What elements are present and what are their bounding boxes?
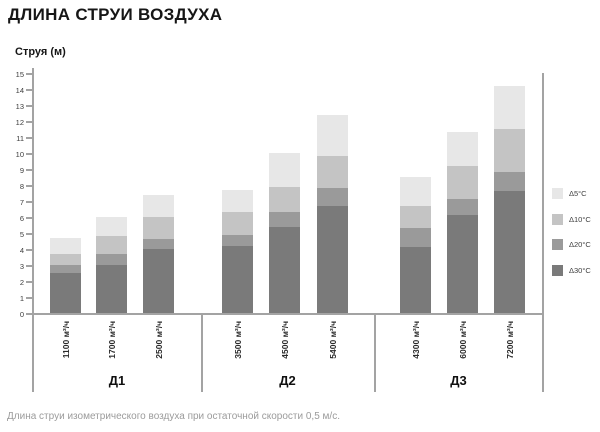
y-tick-mark: [26, 169, 32, 171]
x-category-label: 1700 м³/ч: [106, 321, 117, 359]
bar-segment-30c-2500 м³/ч: [143, 249, 174, 313]
y-tick-label: 6: [19, 213, 24, 223]
y-tick-label: 13: [15, 101, 24, 111]
bar-segment-30c-4500 м³/ч: [269, 226, 300, 313]
y-tick-label: 5: [19, 229, 24, 239]
y-tick-mark: [26, 89, 32, 91]
y-tick-label: 15: [15, 69, 24, 79]
y-tick-mark: [26, 201, 32, 203]
y-tick-label: 2: [19, 277, 24, 287]
legend-label: Δ30°C: [569, 265, 591, 275]
bar-segment-30c-4300 м³/ч: [400, 247, 431, 313]
y-tick-mark: [26, 73, 32, 75]
bar-segment-30c-6000 м³/ч: [447, 215, 478, 313]
y-tick-label: 11: [16, 133, 24, 143]
legend-label: Δ5°C: [569, 189, 587, 198]
y-tick-label: 9: [19, 165, 24, 175]
y-tick-mark: [26, 249, 32, 251]
y-tick-mark: [26, 217, 32, 219]
y-tick-mark: [26, 153, 32, 155]
x-category-label: 1100 м³/ч: [60, 321, 71, 359]
group-label: Д2: [279, 373, 296, 388]
bar-segment-30c-7200 м³/ч: [494, 191, 525, 313]
legend-label: Δ10°C: [569, 214, 591, 224]
y-tick-mark: [26, 137, 32, 139]
bar-segment-30c-5400 м³/ч: [317, 205, 348, 313]
footnote: Длина струи изометрического воздуха при …: [7, 411, 340, 422]
y-tick-label: 12: [15, 117, 24, 127]
y-tick-mark: [26, 185, 32, 187]
x-category-label: 5400 м³/ч: [327, 321, 338, 359]
bar-segment-30c-1700 м³/ч: [96, 265, 127, 313]
x-category-label: 3500 м³/ч: [232, 321, 243, 359]
legend-swatch-icon: [552, 239, 563, 250]
group-separator-line: [374, 314, 376, 392]
y-tick-mark: [26, 233, 32, 235]
y-tick-label: 14: [15, 85, 24, 95]
y-tick-label: 0: [19, 309, 24, 319]
x-category-label: 2500 м³/ч: [153, 321, 164, 359]
y-tick-label: 3: [19, 261, 24, 271]
y-axis-line: [32, 68, 34, 392]
y-tick-mark: [26, 281, 32, 283]
legend-swatch-icon: [552, 188, 563, 199]
legend-swatch-icon: [552, 213, 563, 225]
y-tick-label: 10: [15, 149, 24, 159]
y-tick-label: 8: [19, 181, 24, 191]
y-axis-label: Струя (м): [15, 46, 66, 58]
y-tick-label: 1: [19, 293, 24, 303]
legend-swatch-icon: [552, 264, 563, 276]
group-label: Д1: [108, 373, 126, 388]
x-category-label: 4500 м³/ч: [279, 321, 290, 359]
x-axis-line: [33, 313, 544, 315]
legend-label: Δ20°C: [569, 240, 591, 249]
right-spine-line: [542, 73, 544, 392]
group-label: Д3: [450, 373, 467, 388]
y-tick-mark: [26, 121, 32, 123]
bar-segment-30c-1100 м³/ч: [50, 273, 81, 313]
bar-segment-30c-3500 м³/ч: [222, 245, 253, 313]
y-tick-label: 4: [19, 245, 24, 255]
x-category-label: 4300 м³/ч: [410, 321, 421, 359]
y-tick-mark: [26, 297, 32, 299]
y-tick-mark: [26, 265, 32, 267]
y-tick-mark: [26, 105, 32, 107]
y-tick-mark: [26, 313, 32, 315]
chart-title: ДЛИНА СТРУИ ВОЗДУХА: [8, 5, 223, 24]
x-category-label: 7200 м³/ч: [504, 321, 515, 359]
y-tick-label: 7: [19, 197, 24, 207]
group-separator-line: [201, 314, 203, 392]
x-category-label: 6000 м³/ч: [457, 321, 468, 359]
